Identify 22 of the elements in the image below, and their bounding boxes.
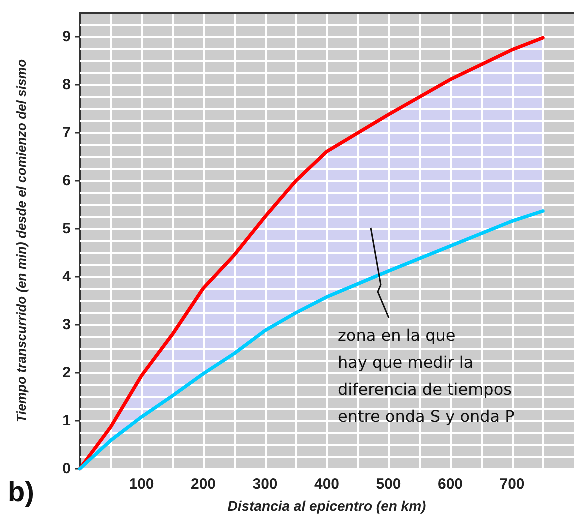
annotation: zona en la que hay que medir la diferencia de tiempos entre onda S y onda P (338, 326, 516, 426)
x-tick-label: 500 (376, 476, 402, 493)
y-tick-label: 8 (62, 76, 71, 94)
y-axis-title: Tiempo transcurrido (en min) desde el comienzo del sismo (14, 59, 29, 423)
y-tick-label: 6 (62, 172, 71, 190)
y-tick-label: 2 (62, 364, 71, 382)
text: b) (8, 476, 34, 508)
x-tick-label: 600 (438, 476, 464, 493)
y-tick-label: 4 (62, 268, 72, 286)
x-tick-label: 400 (314, 476, 340, 493)
x-axis-title: Distancia al epicentro (en km) (228, 498, 427, 514)
x-tick-label: 200 (190, 476, 216, 493)
line-series (78, 209, 545, 471)
x-tick-label: 300 (252, 476, 278, 493)
y-tick-label: 7 (62, 124, 71, 142)
y-tick-label: 0 (62, 460, 71, 478)
y-tick-label: 9 (62, 28, 71, 46)
y-tick-label: 5 (62, 220, 71, 238)
y-tick-label: 3 (62, 316, 71, 334)
x-tick-label: 100 (129, 476, 154, 493)
y-tick-label: 1 (62, 412, 71, 430)
x-tick-label: 700 (500, 476, 525, 493)
